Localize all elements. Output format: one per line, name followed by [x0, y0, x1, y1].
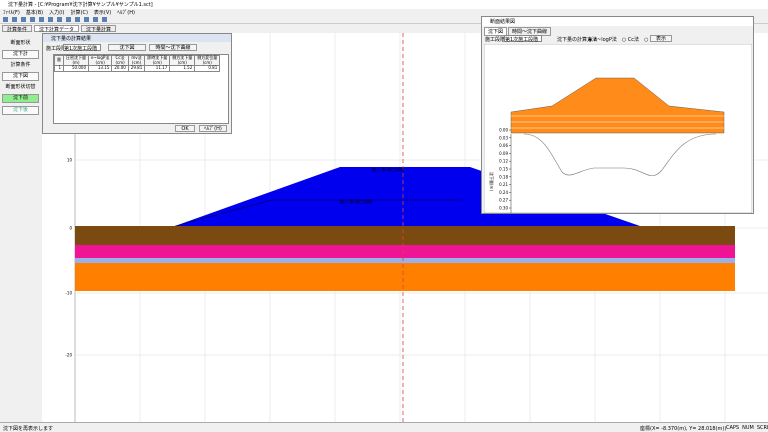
tab[interactable]: 沈下計算データ	[34, 25, 80, 33]
menu-item[interactable]: 基本(B)	[25, 10, 44, 16]
tab[interactable]: 沈下量計算	[81, 25, 117, 33]
menu-item[interactable]: 入力(I)	[49, 10, 65, 16]
menu-item[interactable]: 計算(C)	[70, 10, 88, 16]
menu-item[interactable]: 表示(V)	[93, 10, 112, 16]
table-cell: 29.81	[127, 65, 146, 72]
stage-select[interactable]: 第1次施工段階	[63, 44, 101, 52]
stage-select[interactable]: 第1次施工段階	[504, 35, 542, 43]
graph-dialog: 断面結果図 沈下図 時間～沈下曲線 施工段階 第1次施工段階 沈下量の計算方法 ◉…	[481, 16, 754, 214]
y-tick-label: 0.12	[499, 159, 508, 164]
indicator: CAPS	[726, 425, 740, 431]
panel-button[interactable]: 沈下後	[2, 106, 39, 115]
header-row: 層圧密沈下量 (m) e~logP法 (cm) Cc法 (cm) mv法 (cm) 即時…	[54, 55, 221, 66]
window-title: 沈下量計算 - [C:¥Program¥沈下計算¥サンプル¥サンプル1.sct]	[8, 2, 153, 8]
table-cell: 13.15	[87, 65, 113, 72]
table-row: 1 50.000 13.15 20.00 29.81 11.17 1.52 0.81	[54, 65, 221, 72]
header-cell: 即時沈下量 (cm)	[144, 55, 171, 66]
left-panel: 断面形状沈下計計算条件沈下図断面形状切替 沈下前沈下後	[0, 33, 41, 422]
y-tick-label: 0.00	[499, 128, 508, 133]
y-axis-label: 沈下量(m)	[489, 172, 495, 191]
y-tick-label: 0	[69, 226, 72, 231]
y-tick-label: 0.06	[499, 143, 508, 148]
embankment-label: 盛土 第1施工段階	[372, 166, 404, 172]
panel-label: 計算条件	[10, 62, 31, 68]
menu-item[interactable]: ﾍﾙﾌﾟ(H)	[117, 10, 135, 16]
y-tick-label: 0.03	[499, 135, 508, 140]
panel-label: 断面形状切替	[5, 84, 36, 90]
table-area: 層圧密沈下量 (m) e~logP法 (cm) Cc法 (cm) mv法 (cm) 即時…	[53, 54, 229, 124]
header-cell: e~logP法 (cm)	[87, 55, 113, 66]
y-tick-label: 0.09	[499, 151, 508, 156]
ok-button[interactable]: OK	[175, 125, 195, 132]
table-cell: 1.52	[169, 65, 196, 72]
header-cell: 層	[54, 55, 64, 66]
table-cell: 11.17	[144, 65, 171, 72]
radio[interactable]: ◉ e~logP法	[588, 37, 617, 43]
y-tick-label: 10	[67, 158, 73, 163]
status-bar: 沈下図を再表示します 座標(X= -8.370(m), Y= 28.018(m)…	[0, 422, 768, 432]
table-cell: 50.000	[63, 65, 89, 72]
status-message: 沈下図を再表示します	[3, 426, 54, 432]
y-tick-label: 0.24	[499, 190, 508, 195]
settlement-table: 層圧密沈下量 (m) e~logP法 (cm) Cc法 (cm) mv法 (cm) 即時…	[54, 55, 221, 72]
settlement-plot: 0.00 0.03 0.06 0.09 0.12 0.15 0.18 0.21 0.24 0.27…	[484, 44, 752, 213]
indicator: SCRL	[756, 425, 768, 431]
radio-label: Cc法	[627, 37, 640, 43]
panel-label: 断面形状	[10, 40, 31, 46]
panel-button[interactable]: 沈下前	[2, 94, 39, 103]
toolbar-icons	[3, 17, 107, 22]
indicators: CAPSNUMSCRL	[726, 425, 768, 431]
panel-button[interactable]: 沈下計	[2, 50, 39, 59]
dialog-title: 断面結果図	[482, 17, 753, 26]
method-label: 沈下量の計算方法	[557, 37, 598, 43]
panel-button[interactable]: 沈下図	[2, 72, 39, 81]
header-cell: 側方変位量 (cm)	[194, 55, 221, 66]
y-tick-label: 0.27	[499, 198, 508, 203]
dialog-title: 沈下量の計算結果	[43, 34, 231, 42]
stage-label: 施工段階	[46, 46, 67, 52]
y-tick-label: 0.15	[499, 167, 508, 172]
help-button[interactable]: ﾍﾙﾌﾟ(H)	[199, 125, 227, 132]
header-cell: 側方沈下量 (cm)	[169, 55, 196, 66]
header-cell: mv法 (cm)	[127, 55, 146, 66]
y-tick-label: -10	[65, 291, 72, 296]
radio-label: e~logP法	[593, 37, 617, 43]
y-tick-label: 0.21	[499, 182, 508, 187]
stage-label: 施工段階	[485, 37, 506, 43]
header-cell: Cc法 (cm)	[111, 55, 129, 66]
y-tick-label: 0.18	[499, 174, 508, 179]
status-coords: 座標(X= -8.370(m), Y= 28.018(m))	[640, 426, 727, 432]
radio[interactable]: ○ Cc法	[621, 37, 640, 43]
show-button[interactable]: 表示	[650, 35, 672, 42]
table-cell: 20.00	[111, 65, 129, 72]
table-cell: 1	[54, 65, 64, 72]
tab[interactable]: 沈下図	[484, 27, 508, 36]
button[interactable]: 時間～沈下曲線	[149, 44, 197, 51]
indicator: NUM	[742, 425, 754, 431]
button[interactable]: 沈下図	[108, 44, 146, 51]
menu-item[interactable]: ﾌｧｲﾙ(F)	[3, 10, 20, 16]
table-cell: 0.81	[194, 65, 221, 72]
toolbar	[0, 16, 768, 24]
header-cell: 圧密沈下量 (m)	[63, 55, 89, 66]
menu-bar: ﾌｧｲﾙ(F) 基本(B) 入力(I) 計算(C) 表示(V) ﾍﾙﾌﾟ(H)	[0, 9, 768, 16]
y-tick-label: -20	[65, 353, 72, 358]
tab[interactable]: 計算条件	[2, 25, 33, 33]
tab-strip: 計算条件 沈下計算データ 沈下量計算	[0, 24, 768, 33]
title-bar: 沈下量計算 - [C:¥Program¥沈下計算¥サンプル¥サンプル1.sct]	[0, 0, 768, 9]
y-tick-label: 0.30	[499, 206, 508, 211]
result-dialog: 沈下量の計算結果 施工段階 第1次施工段階 沈下図 時間～沈下曲線 層圧密沈下量…	[42, 33, 232, 134]
embankment-label: 盛土 第1施工段階	[340, 198, 372, 204]
